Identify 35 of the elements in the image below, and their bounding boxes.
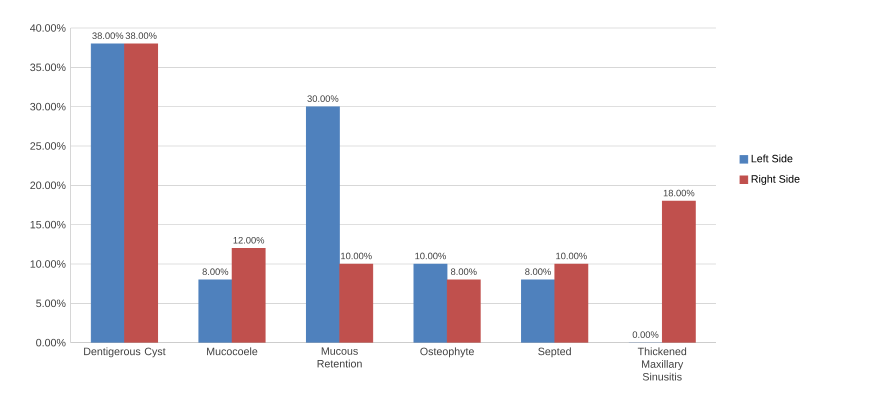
y-tick-label: 30.00% (30, 102, 66, 110)
x-tick-label: Mucocoele (207, 347, 258, 356)
data-label: 10.00% (556, 252, 587, 260)
bar (339, 264, 374, 343)
data-label: 12.00% (234, 236, 264, 244)
legend-label: Left Side (752, 154, 792, 162)
y-tick-label: 35.00% (30, 64, 66, 72)
data-label: 38.00% (126, 32, 157, 40)
data-label: 30.00% (307, 95, 338, 102)
x-tick-label: Dentigerous Cyst (84, 347, 166, 358)
bar (446, 279, 481, 343)
data-label: 10.00% (415, 252, 446, 260)
bar (124, 43, 158, 343)
bar (554, 264, 588, 343)
data-label: 8.00% (202, 268, 228, 276)
y-tick-label: 5.00% (36, 300, 66, 308)
data-label: 0.00% (632, 331, 658, 338)
y-tick-label: 0.00% (36, 338, 66, 346)
x-tick-label: Osteophyte (420, 347, 474, 358)
data-label: 38.00% (92, 32, 124, 40)
y-tick-label: 10.00% (30, 260, 66, 268)
y-tick-label: 40.00% (30, 24, 66, 32)
y-tick-label: 25.00% (30, 142, 66, 150)
legend-label: Right Side (752, 174, 800, 185)
y-tick-label: 20.00% (30, 182, 66, 190)
data-label: 18.00% (664, 190, 694, 196)
y-tick-label: 15.00% (30, 220, 66, 228)
x-tick-label: Septed (538, 347, 571, 358)
x-tick-label: Mucous Retention (318, 347, 362, 368)
data-label: 8.00% (450, 268, 477, 276)
bar (662, 200, 696, 343)
x-tick-label: Thickened Maxillary Sinusitis (638, 347, 686, 381)
data-label: 8.00% (525, 268, 551, 276)
bar (232, 248, 266, 343)
data-label: 10.00% (341, 252, 372, 260)
